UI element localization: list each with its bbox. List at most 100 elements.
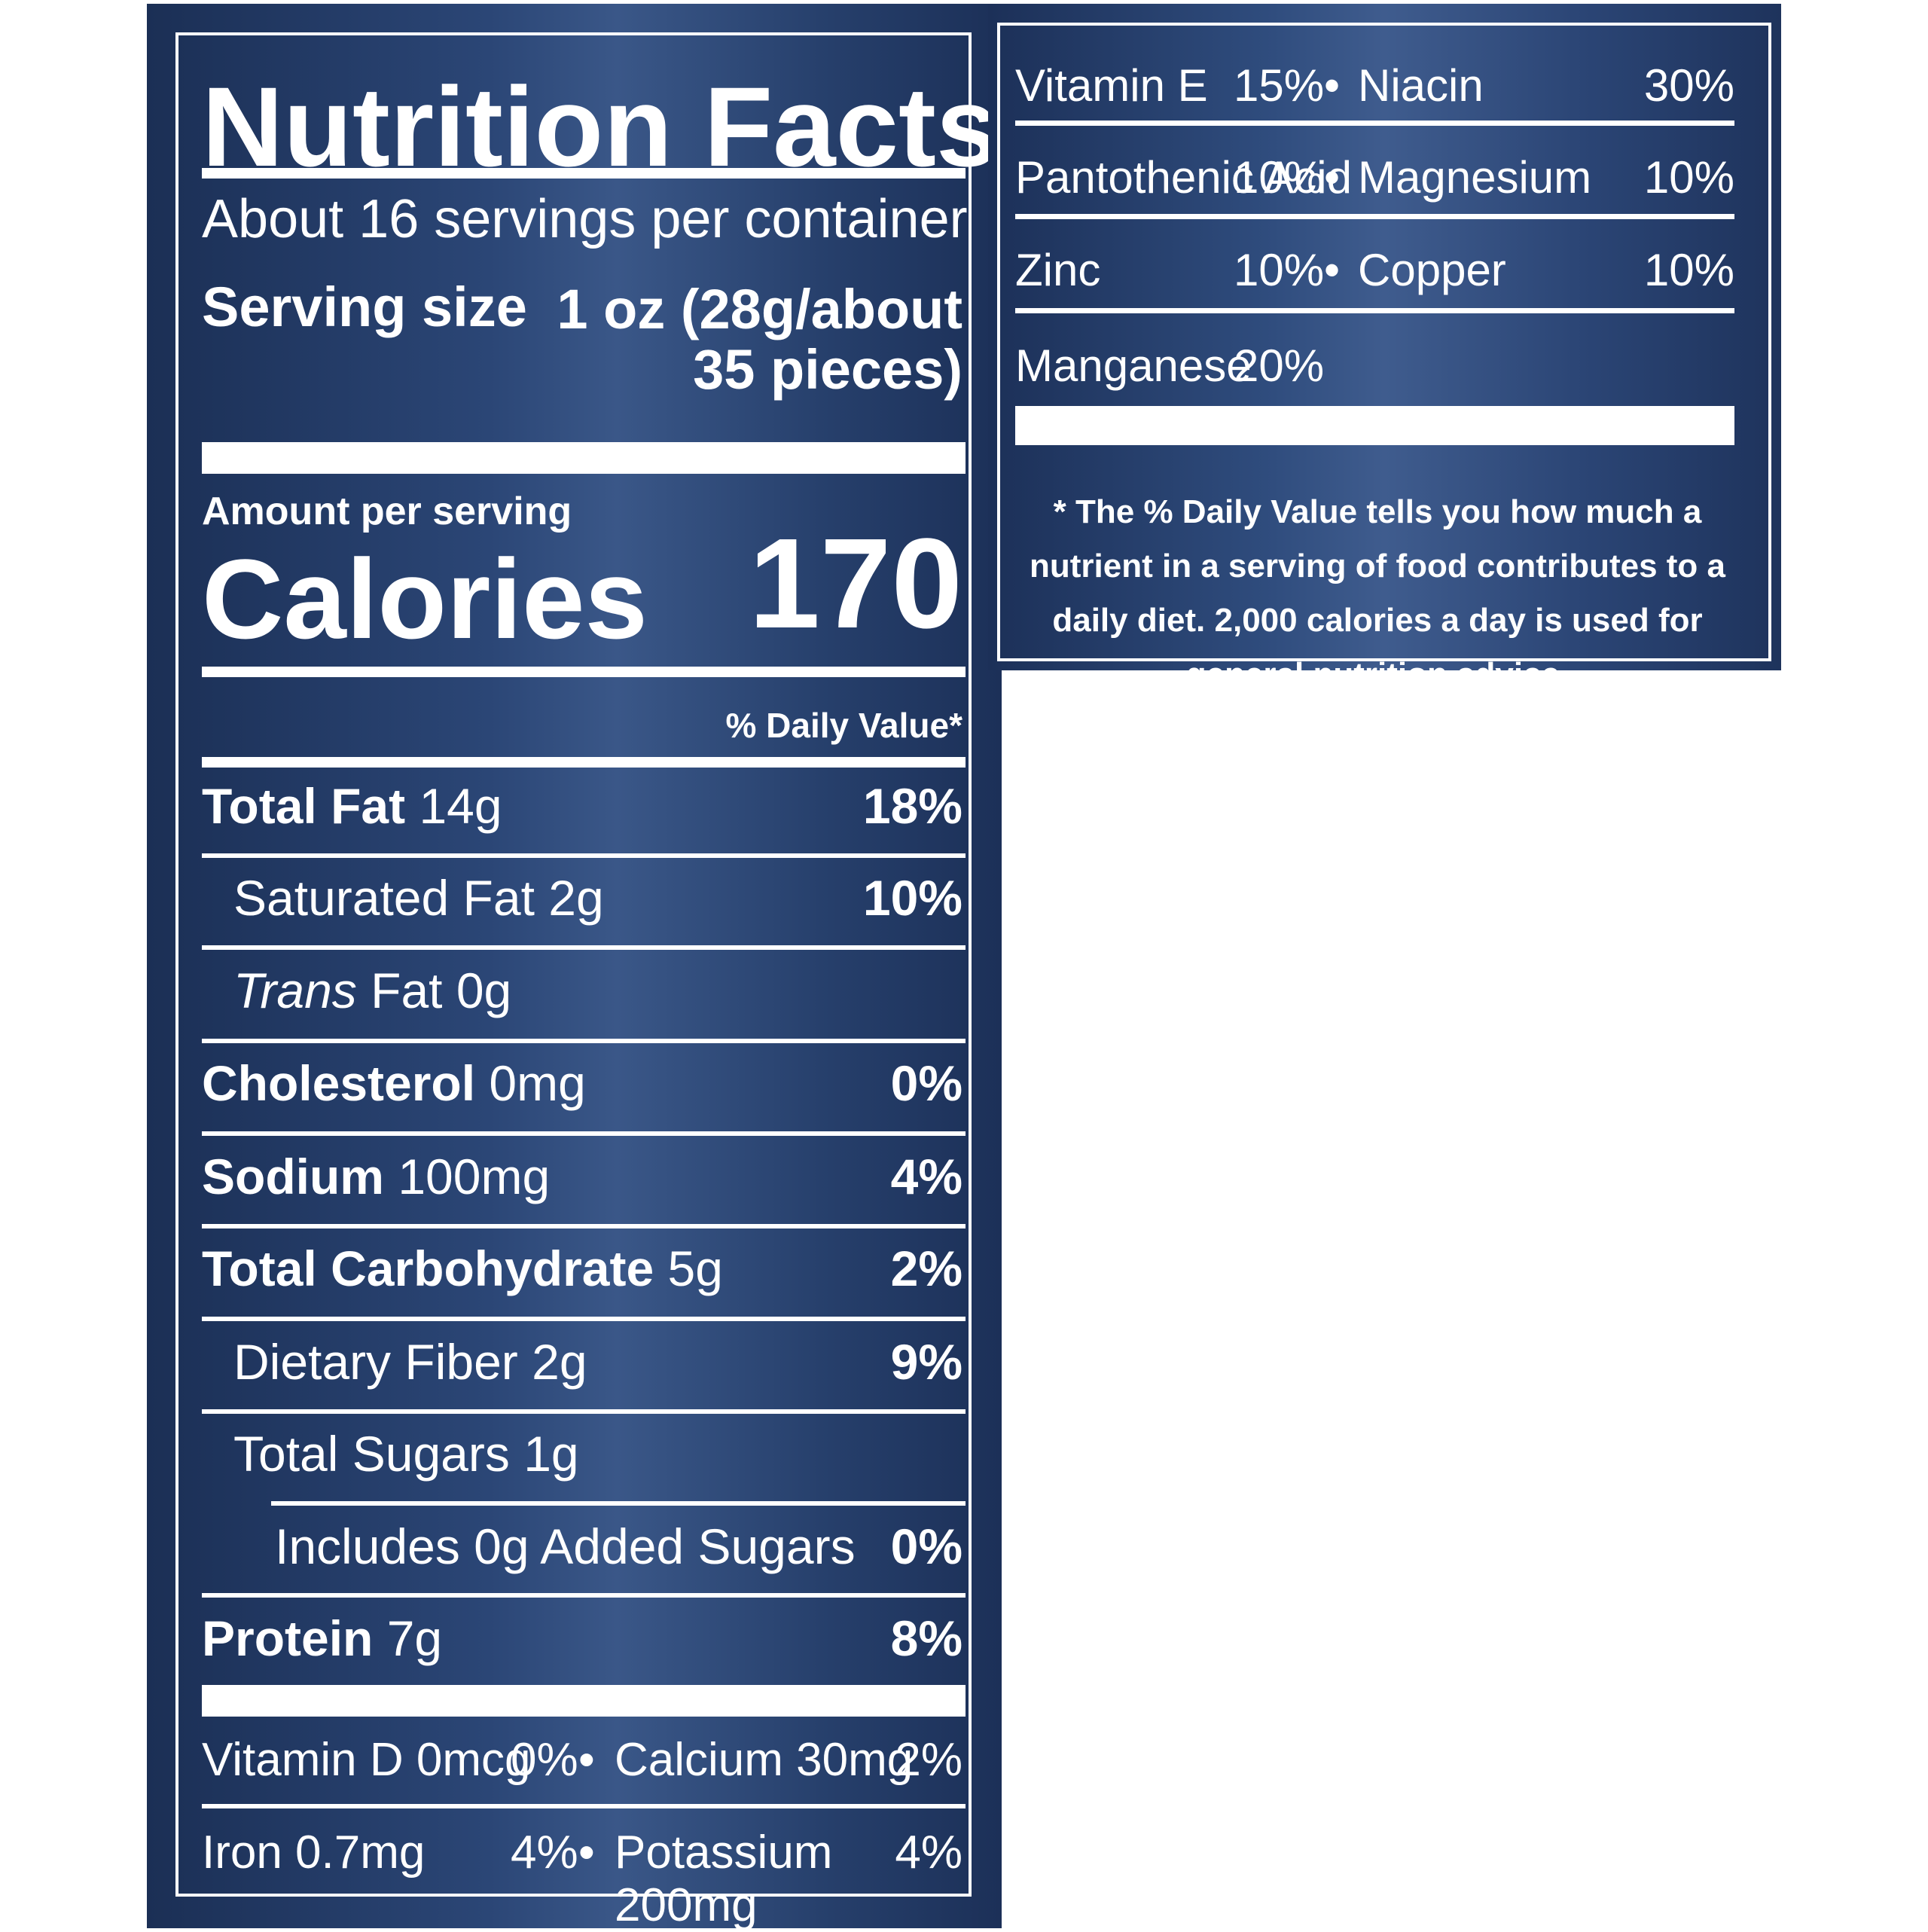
divider [202,1804,966,1808]
vitamin-row: Zinc 10% • Copper 10% [1015,240,1734,301]
nutrient-amount: 0mg [489,1055,586,1111]
mineral-dv: 10% [1643,152,1734,203]
divider [202,667,966,677]
nutrient-dv: 4% [890,1149,962,1204]
nutrient-amount: Fat 0g [371,963,512,1018]
vitamin-name: Iron 0.7mg [202,1827,426,1879]
nutrient-dv: 0% [890,1055,962,1111]
nutrient-dv: 9% [890,1334,962,1390]
nutrient-name: Trans [233,963,357,1018]
vitamin-dv: 4% [511,1827,578,1879]
serving-size-label: Serving size [202,276,527,338]
divider [202,1409,966,1414]
nutrient-amount: 14g [419,778,502,834]
divider [202,853,966,858]
nutrient-name: Includes 0g Added Sugars [275,1518,856,1574]
vitamin-name: Vitamin E [1015,60,1208,111]
nutrient-row-cholesterol: Cholesterol 0mg 0% [202,1057,962,1109]
mineral-dv: 10% [1643,245,1734,295]
nutrient-name: Total Sugars [233,1426,510,1482]
servings-per-container: About 16 servings per container [202,189,968,249]
calories-value: 170 [749,512,962,655]
vitamin-row: Vitamin E 15% • Niacin 30% [1015,56,1734,116]
daily-value-header: % Daily Value* [725,706,963,745]
nutrient-row-dietary-fiber: Dietary Fiber 2g 9% [233,1335,962,1388]
nutrient-row-protein: Protein 7g 8% [202,1612,962,1665]
mineral-dv: 4% [895,1827,962,1879]
serving-size-line2: 35 pieces) [693,337,962,401]
bullet: • [1324,60,1341,111]
nutrition-facts-continued-panel: Vitamin E 15% • Niacin 30% Pantothenic A… [988,4,1781,693]
vitamin-dv: 10% [1234,245,1325,295]
divider [202,1317,966,1321]
serving-size-line1: 1 oz (28g/about [557,278,962,340]
nutrient-dv: 8% [890,1610,962,1666]
nutrient-amount: 7g [386,1610,443,1666]
divider [1015,121,1734,126]
nutrient-amount: 2g [548,870,604,926]
nutrition-facts-title: Nutrition Facts [202,63,999,190]
nutrient-amount: 5g [667,1241,723,1296]
nutrient-amount: 2g [532,1334,587,1390]
divider [202,1039,966,1043]
mineral-dv: 30% [1643,60,1734,111]
mineral-name: Potassium 200mg [615,1827,833,1931]
bullet: • [1324,152,1341,203]
nutrient-row-total-sugars: Total Sugars 1g [233,1427,962,1480]
calories-label: Calories [202,536,648,662]
bullet: • [578,1734,595,1786]
nutrient-name: Dietary Fiber [233,1334,518,1390]
nutrient-name: Protein [202,1610,374,1666]
divider [202,168,966,179]
nutrient-row-total-fat: Total Fat 14g 18% [202,780,962,832]
nutrient-amount: 1g [523,1426,579,1482]
vitamin-dv: 10% [1234,152,1325,203]
nutrient-row-trans-fat: Trans Fat 0g [233,964,962,1017]
mineral-name: Magnesium [1358,152,1592,203]
daily-value-footnote: * The % Daily Value tells you how much a… [1029,493,1726,693]
divider [202,757,966,768]
divider [1015,214,1734,219]
vitamin-row: Iron 0.7mg 4% • Potassium 200mg 4% [202,1827,962,1931]
divider [202,1593,966,1598]
divider [271,1501,966,1506]
nutrient-name: Saturated Fat [233,870,535,926]
nutrient-name: Sodium [202,1149,384,1204]
vitamin-row: Manganese 20% [1015,336,1734,396]
vitamin-name: Vitamin D 0mcg [202,1734,531,1786]
nutrient-row-sodium: Sodium 100mg 4% [202,1150,962,1203]
nutrient-row-saturated-fat: Saturated Fat 2g 10% [233,871,962,924]
panel-border [175,32,972,1897]
vitamin-row: Pantothenic Acid 10% • Magnesium 10% [1015,148,1734,208]
nutrient-amount: 100mg [398,1149,551,1204]
vitamin-dv: 20% [1234,340,1325,391]
divider [202,1224,966,1228]
nutrient-dv: 18% [862,778,962,834]
vitamin-dv: 0% [511,1734,578,1786]
mineral-name: Calcium 30mg [615,1734,914,1786]
nutrient-name: Cholesterol [202,1055,476,1111]
nutrition-facts-panel: Nutrition Facts About 16 servings per co… [147,4,1002,1931]
vitamin-name: Manganese [1015,340,1252,391]
vitamin-row: Vitamin D 0mcg 0% • Calcium 30mg 2% [202,1734,962,1787]
thick-divider [202,1685,966,1717]
divider [202,1131,966,1136]
mineral-name: Niacin [1358,60,1484,111]
vitamin-name: Pantothenic Acid [1015,152,1352,203]
nutrient-name: Total Carbohydrate [202,1241,654,1296]
bullet: • [578,1827,595,1879]
amount-per-serving: Amount per serving [202,490,572,533]
nutrient-dv: 2% [890,1241,962,1296]
bullet: • [1324,245,1341,295]
mineral-name: Copper [1358,245,1506,295]
serving-size-value: 1 oz (28g/about 35 pieces) [557,279,962,400]
divider [1015,308,1734,313]
nutrient-dv: 10% [862,870,962,926]
nutrient-row-added-sugars: Includes 0g Added Sugars 0% [275,1520,962,1573]
thick-divider [1015,406,1734,445]
divider [202,945,966,950]
thick-divider [202,442,966,474]
nutrient-row-total-carbohydrate: Total Carbohydrate 5g 2% [202,1242,962,1295]
vitamin-dv: 15% [1234,60,1325,111]
nutrient-dv: 0% [890,1518,962,1574]
